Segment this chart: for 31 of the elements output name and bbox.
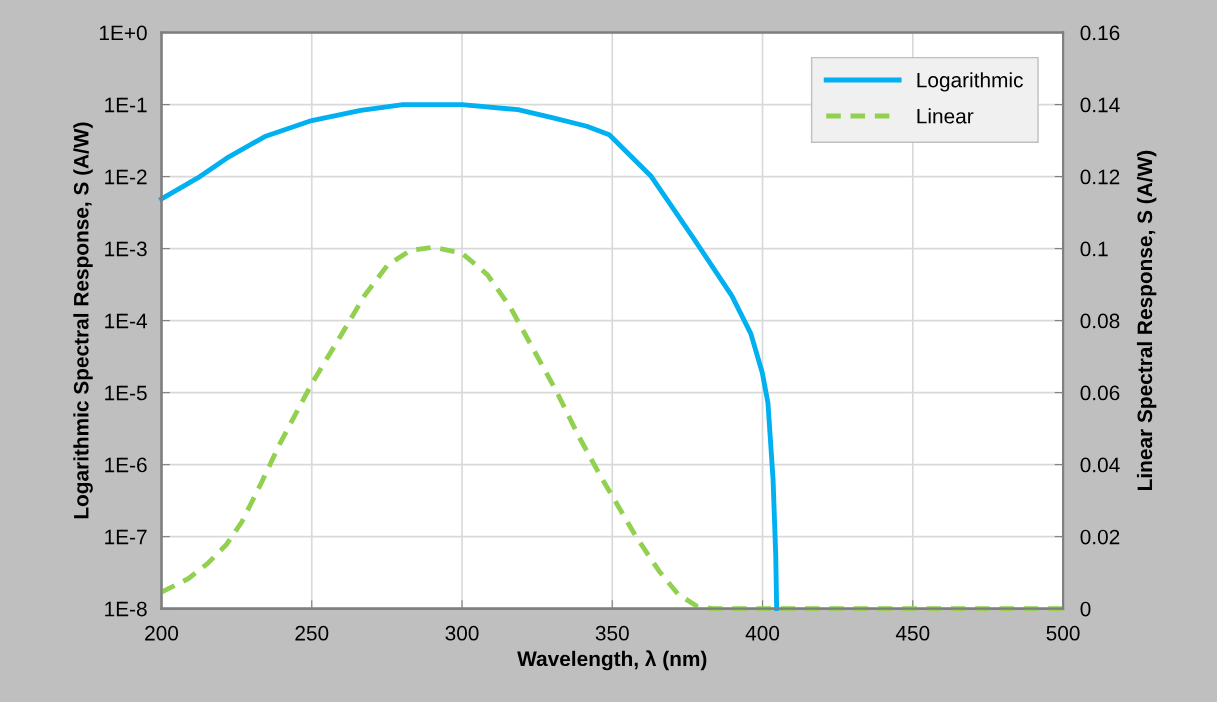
x-tick-label: 450	[895, 625, 930, 641]
y-tick-label: 1E-2	[105, 169, 147, 185]
y-axis-title: Logarithmic Spectral Response, S (A/W)	[73, 122, 93, 519]
y-tick-label: 1E-7	[105, 529, 147, 545]
y-tick-label: 1E-5	[105, 385, 147, 401]
x-tick-label: 300	[445, 625, 479, 641]
x-axis-title: Wavelength, λ (nm)	[517, 650, 707, 671]
y2-tick-label: 0.14	[1080, 97, 1120, 113]
y2-tick-label: 0.16	[1080, 25, 1120, 41]
legend-label: Linear	[917, 108, 974, 124]
legend-label: Logarithmic	[917, 72, 1023, 92]
y-tick-label: 1E-8	[105, 601, 147, 617]
y2-tick-label: 0.1	[1080, 241, 1108, 257]
y-tick-label: 1E-1	[105, 97, 147, 113]
y-tick-label: 1E-3	[105, 241, 147, 257]
y2-tick-label: 0.04	[1080, 457, 1120, 473]
x-tick-label: 500	[1046, 625, 1080, 641]
y-tick-label: 1E+0	[99, 25, 147, 41]
y-tick-label: 1E-4	[105, 313, 147, 329]
x-tick-label: 250	[295, 625, 329, 641]
x-tick-label: 400	[745, 625, 780, 641]
y2-tick-label: 0.02	[1080, 529, 1120, 545]
y2-axis-title: Linear Spectral Response, S (A/W)	[1136, 150, 1157, 490]
x-tick-label: 350	[595, 625, 629, 641]
line-series	[159, 102, 780, 612]
y2-tick-label: 0.06	[1080, 385, 1120, 401]
y2-tick-label: 0.08	[1080, 313, 1120, 329]
y-tick-label: 1E-6	[105, 457, 147, 473]
x-tick-label: 200	[145, 625, 179, 641]
y2-tick-label: 0	[1080, 601, 1091, 617]
y2-tick-label: 0.12	[1080, 169, 1120, 185]
